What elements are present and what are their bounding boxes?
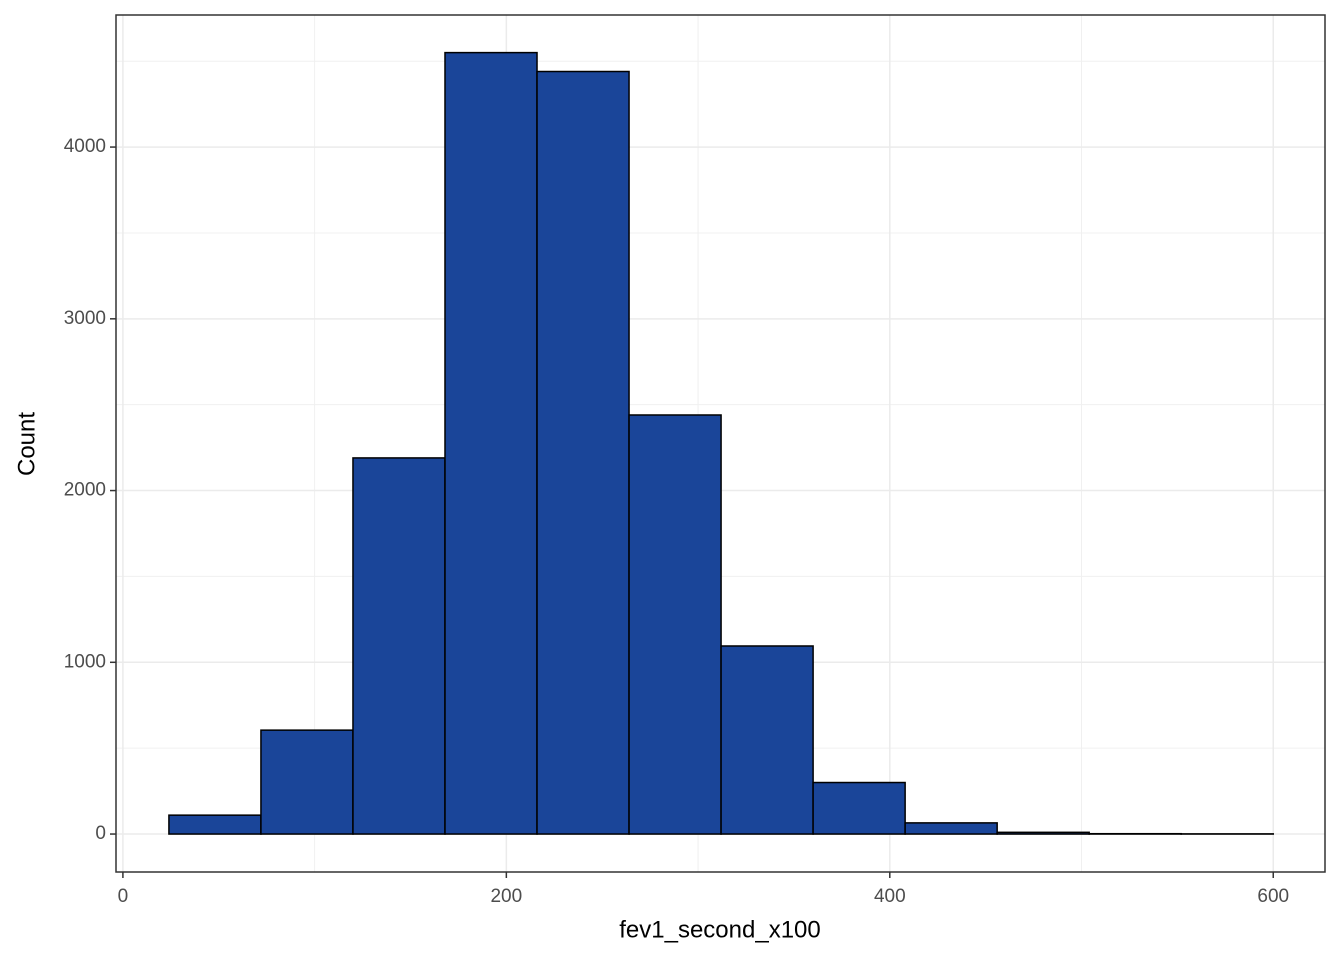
- bar: [352, 457, 446, 835]
- bar: [720, 645, 814, 835]
- bar: [536, 70, 630, 835]
- bar: [444, 51, 538, 835]
- y-tick-label: 2000: [64, 480, 106, 501]
- x-tick-label: 600: [1257, 886, 1289, 907]
- x-tick-label: 200: [490, 886, 522, 907]
- y-tick-label: 3000: [64, 308, 106, 329]
- panel-border: [115, 14, 1326, 873]
- bar: [904, 822, 998, 835]
- bar: [628, 414, 722, 835]
- x-axis-title: fev1_second_x100: [619, 916, 821, 943]
- bar: [812, 781, 906, 835]
- bar: [996, 831, 1090, 835]
- x-tick-label: 400: [874, 886, 906, 907]
- y-axis-title: Count: [13, 412, 40, 476]
- y-tick-label: 4000: [64, 136, 106, 157]
- x-tick-label: 0: [118, 886, 129, 907]
- bar: [168, 814, 262, 835]
- y-tick-label: 0: [95, 823, 106, 844]
- y-tick-label: 1000: [64, 651, 106, 672]
- bar: [260, 729, 354, 835]
